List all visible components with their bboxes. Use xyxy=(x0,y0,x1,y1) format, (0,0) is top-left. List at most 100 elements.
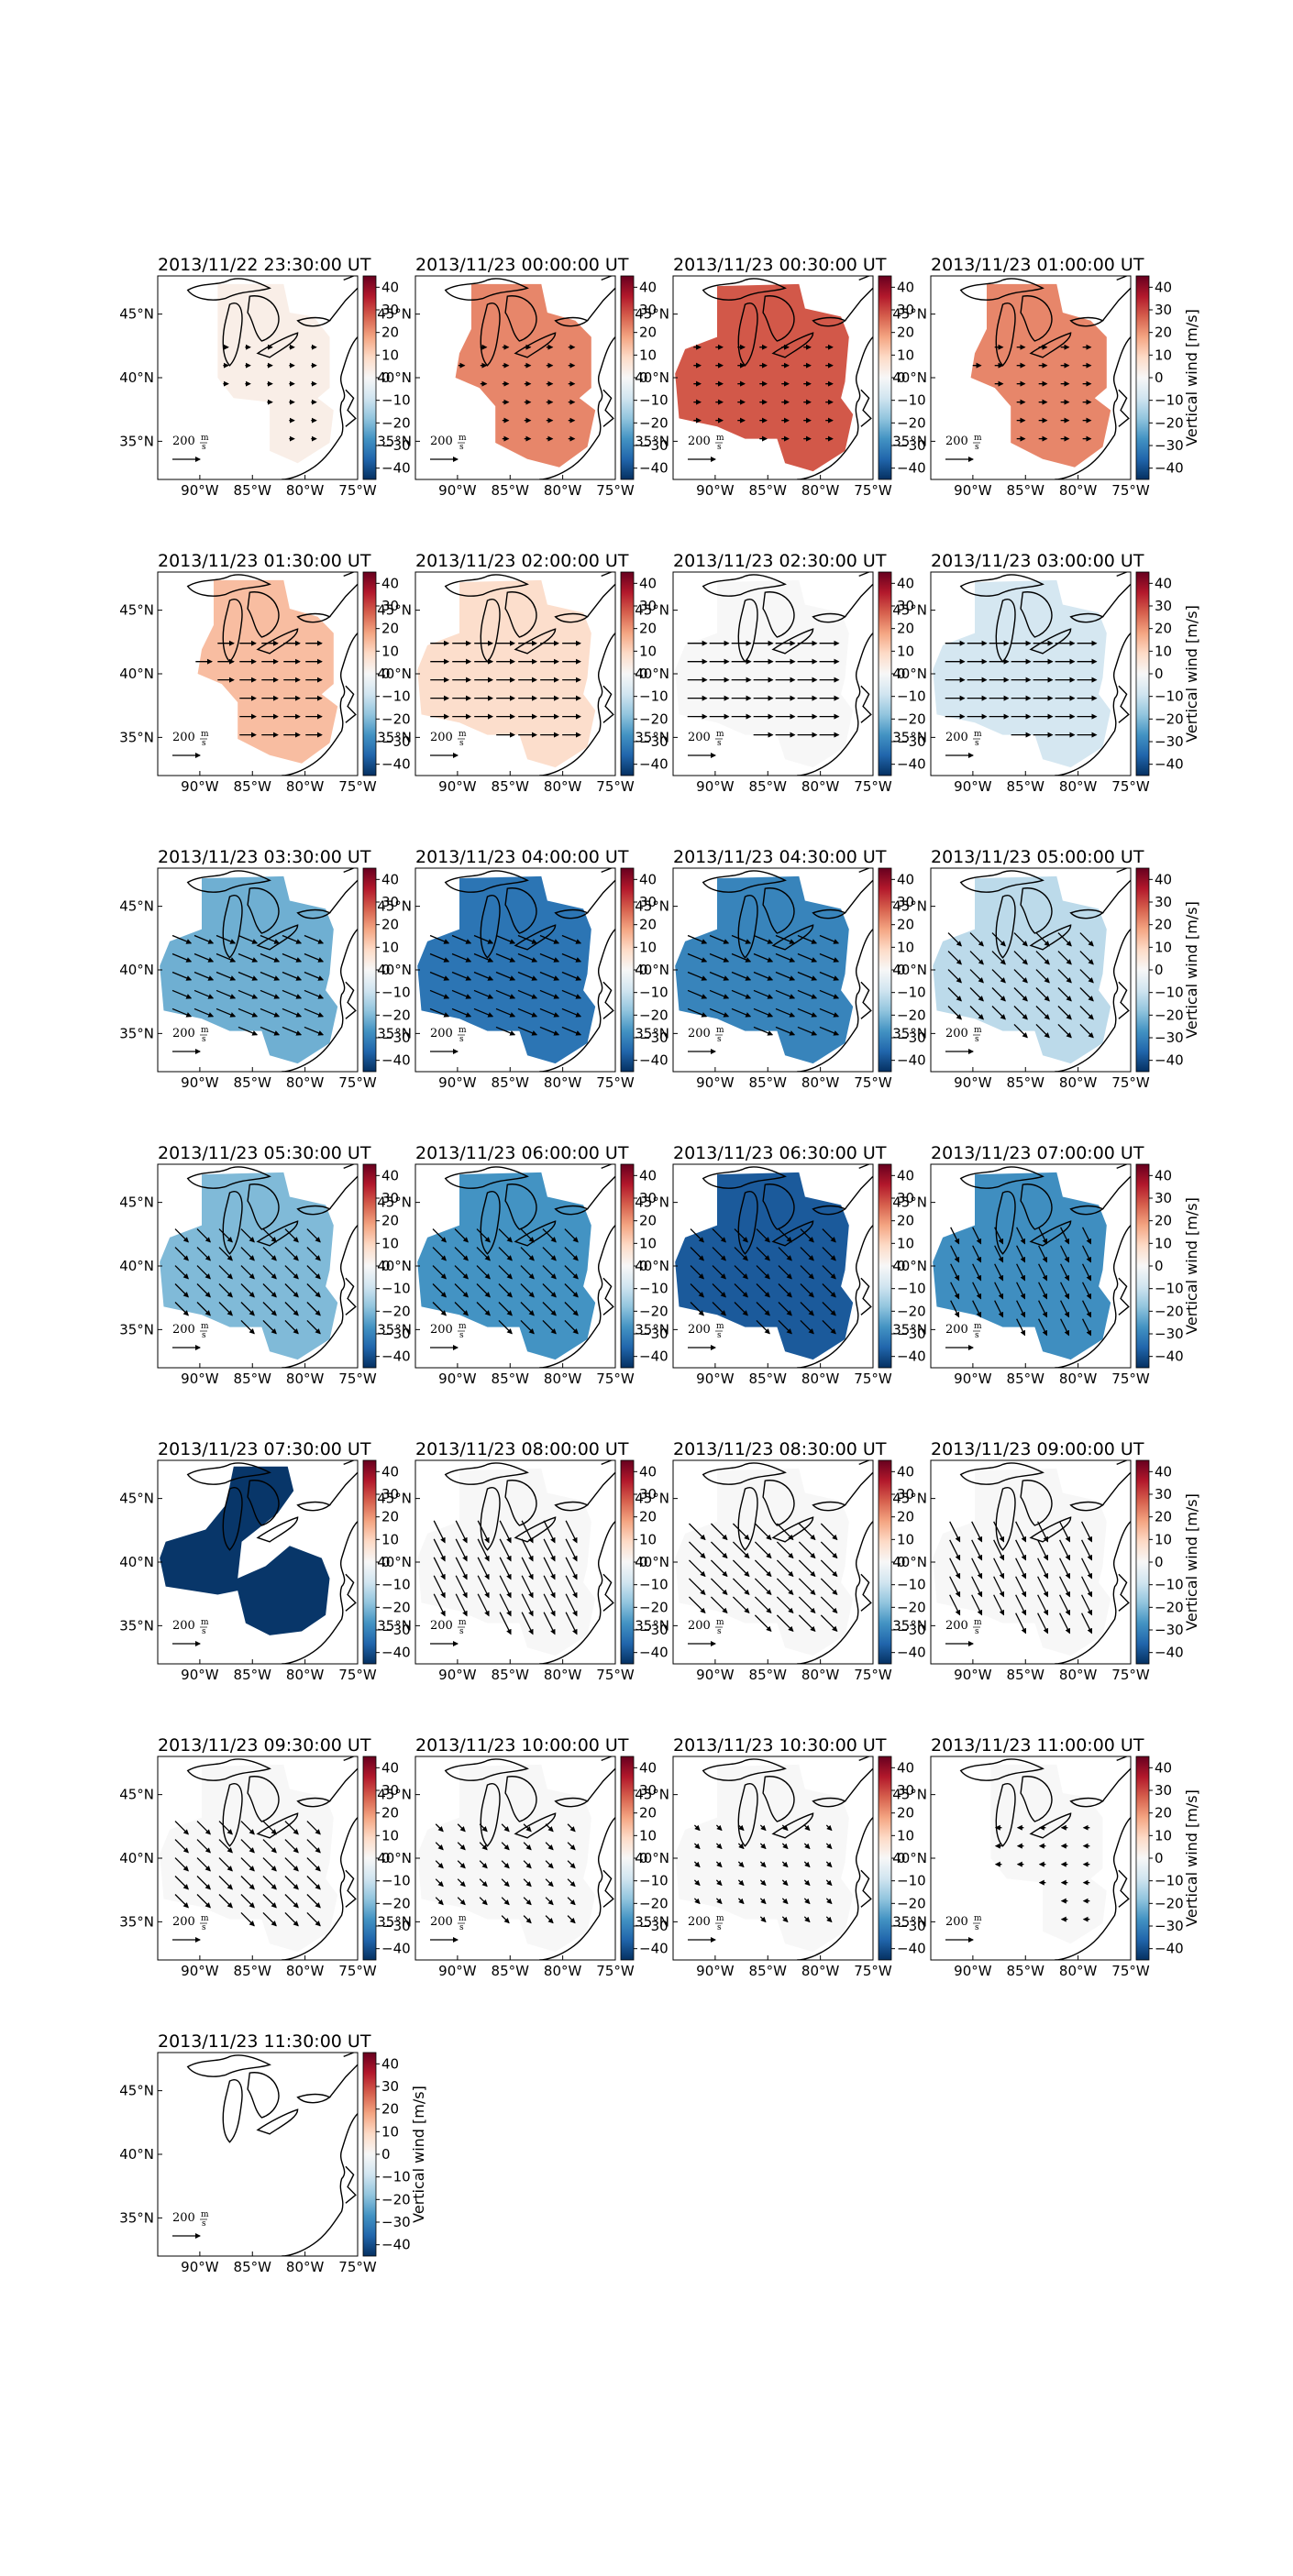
quiver-key-unit-num: m xyxy=(974,1026,982,1035)
wind-vector xyxy=(451,934,472,944)
wind-vector xyxy=(567,1842,576,1851)
colorbar-tick-label: 20 xyxy=(639,1509,657,1525)
y-tick-label: 40°N xyxy=(119,1258,154,1274)
quiver-key: 200 ms xyxy=(430,434,467,462)
wind-vector xyxy=(501,1823,510,1833)
coastline xyxy=(844,879,873,914)
y-tick-label: 35°N xyxy=(892,433,927,449)
wind-vector xyxy=(1015,1576,1027,1598)
wind-vector xyxy=(171,952,193,963)
wind-vector xyxy=(545,1915,554,1924)
y-tick-label: 40°N xyxy=(635,1554,669,1570)
wind-vector xyxy=(262,1894,277,1909)
quiver-key-unit-den: s xyxy=(717,1923,722,1932)
panel-title: 2013/11/23 03:00:00 UT xyxy=(931,551,1144,571)
wind-vector xyxy=(759,1824,767,1832)
x-tick-label: 80°W xyxy=(286,482,325,499)
x-tick-label: 85°W xyxy=(234,2259,272,2275)
y-tick-label: 40°N xyxy=(377,1850,412,1866)
colorbar-tick-label: 0 xyxy=(1155,666,1164,682)
panel-title: 2013/11/23 00:30:00 UT xyxy=(673,255,887,275)
wind-vector xyxy=(800,1320,814,1335)
x-tick-label: 90°W xyxy=(181,1667,219,1683)
colorbar-tick-label: −40 xyxy=(897,1645,926,1661)
coastline xyxy=(702,870,787,893)
colorbar-tick-label: −20 xyxy=(381,1303,411,1319)
wind-vector xyxy=(429,1007,450,1018)
y-tick-label: 45°N xyxy=(892,1787,927,1803)
panel-title: 2013/11/23 05:30:00 UT xyxy=(158,1143,371,1163)
colorbar-label: Vertical wind [m/s] xyxy=(1183,1493,1200,1631)
colorbar-tick-label: −20 xyxy=(897,1007,926,1023)
wind-vector xyxy=(797,1007,818,1018)
panel-title: 2013/11/23 09:00:00 UT xyxy=(931,1439,1144,1459)
colorbar-tick-label: −10 xyxy=(897,392,926,409)
y-tick-label: 45°N xyxy=(377,1491,412,1507)
wind-vector xyxy=(825,1861,833,1868)
wind-vector xyxy=(1081,1594,1093,1616)
wind-vector xyxy=(687,1007,708,1018)
x-tick-label: 80°W xyxy=(286,778,325,795)
colorbar-tick-label: −30 xyxy=(897,1918,926,1934)
y-tick-label: 40°N xyxy=(377,1258,412,1274)
panel-plot-area xyxy=(933,1460,1131,1664)
colorbar-tick-label: 40 xyxy=(381,2055,399,2072)
y-tick-label: 35°N xyxy=(377,1025,412,1041)
wind-vector xyxy=(971,1594,983,1616)
colorbar-tick-label: −30 xyxy=(639,437,669,454)
coastline xyxy=(222,1783,243,1847)
coastline xyxy=(247,295,280,342)
quiver-key-label: 200 xyxy=(688,1915,711,1929)
wind-vector xyxy=(284,1894,299,1909)
x-tick-label: 75°W xyxy=(854,778,892,795)
colorbar-tick-label: 30 xyxy=(639,598,657,614)
colorbar-tick-label: −20 xyxy=(639,1895,669,1911)
colorbar-tick-label: −40 xyxy=(1155,460,1184,477)
colorbar-tick-label: 0 xyxy=(1155,1554,1164,1570)
coastline xyxy=(844,583,873,618)
x-tick-label: 75°W xyxy=(854,482,892,499)
wind-vector xyxy=(690,1228,704,1243)
x-tick-label: 80°W xyxy=(544,1371,582,1387)
colorbar-tick-label: 20 xyxy=(381,1509,399,1525)
wind-vector xyxy=(521,1538,534,1562)
wind-vector xyxy=(174,1876,189,1890)
coastline xyxy=(1116,276,1127,281)
colorbar-tick-label: 20 xyxy=(1155,1805,1172,1822)
x-tick-label: 90°W xyxy=(181,482,219,499)
panel-title: 2013/11/23 03:30:00 UT xyxy=(158,847,371,867)
wind-vector xyxy=(520,1247,535,1261)
wind-vector xyxy=(455,1593,468,1617)
y-tick-label: 35°N xyxy=(377,1617,412,1634)
wind-vector xyxy=(240,1857,255,1872)
coastline xyxy=(343,2053,354,2058)
wind-vector xyxy=(306,1283,321,1298)
vertical-wind-field xyxy=(933,579,1111,768)
coastline xyxy=(343,1756,354,1762)
wind-vector xyxy=(218,1821,233,1835)
colorbar-tick-label: 30 xyxy=(897,1782,914,1799)
y-tick-label: 40°N xyxy=(892,369,927,386)
wind-vector xyxy=(432,1247,447,1261)
wind-vector xyxy=(174,1821,189,1835)
colorbar-tick-label: 10 xyxy=(897,1531,914,1547)
colorbar-tick-label: −10 xyxy=(381,2169,411,2185)
colorbar xyxy=(362,1756,377,1961)
wind-vector xyxy=(1079,951,1094,965)
colorbar-tick-label: 0 xyxy=(639,666,648,682)
wind-vector xyxy=(1035,1024,1050,1039)
colorbar-tick-label: −20 xyxy=(1155,1007,1184,1023)
coastline xyxy=(602,389,614,427)
x-tick-label: 80°W xyxy=(286,1963,325,1979)
wind-vector xyxy=(238,1026,259,1036)
wind-vector xyxy=(543,1538,556,1562)
quiver-key-unit-den: s xyxy=(202,1035,206,1044)
colorbar-tick-label: 20 xyxy=(1155,917,1172,933)
wind-vector xyxy=(775,989,796,999)
y-tick-label: 35°N xyxy=(635,1025,669,1041)
colorbar xyxy=(1135,867,1150,1073)
wind-vector xyxy=(520,1228,535,1243)
colorbar-tick-label: 30 xyxy=(1155,1486,1172,1503)
wind-vector xyxy=(473,934,494,944)
